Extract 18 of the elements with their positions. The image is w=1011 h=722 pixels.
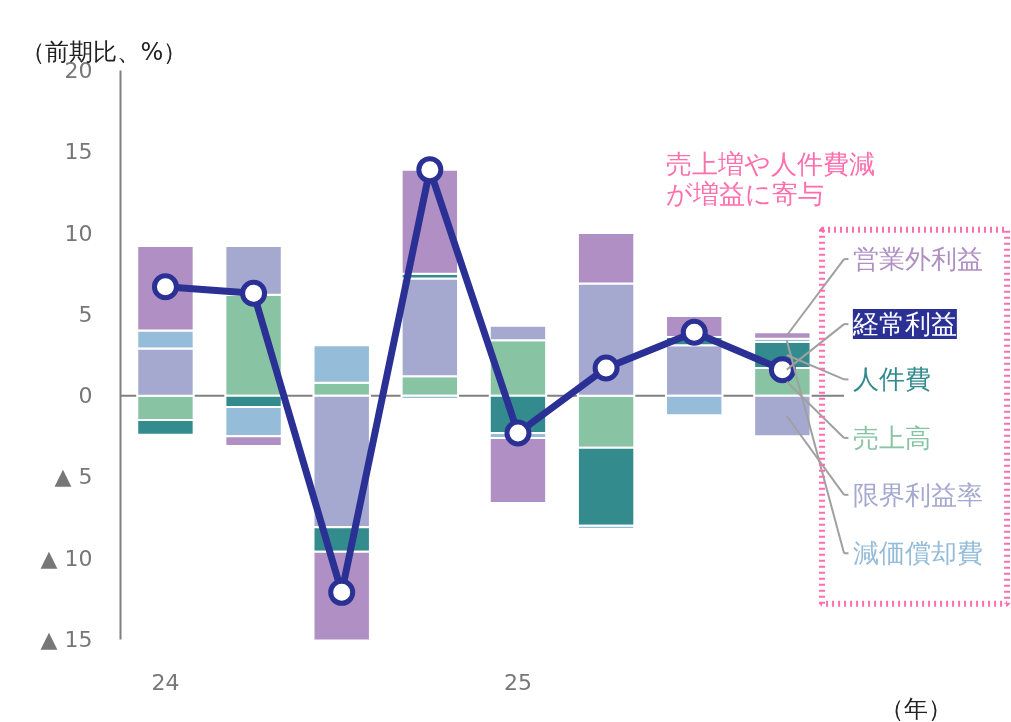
text: 経常利益 bbox=[851, 309, 957, 340]
y-tick-label: 5 bbox=[78, 301, 93, 327]
x-tick-label: 25 bbox=[503, 669, 532, 695]
series-label: 人件費 bbox=[852, 364, 931, 395]
text: 減価償却費 bbox=[852, 538, 983, 569]
x-tick-label: 24 bbox=[151, 669, 180, 695]
annotation: が増益に寄与 bbox=[666, 178, 825, 209]
annotation: 売上増や人件費減 bbox=[666, 148, 876, 179]
y-tick-label: ▲ 5 bbox=[54, 464, 93, 490]
y-tick-label: 0 bbox=[78, 383, 93, 409]
text: 限界利益率 bbox=[852, 479, 983, 510]
y-tick-label: 10 bbox=[64, 220, 93, 246]
text: 営業外利益 bbox=[852, 244, 983, 275]
series-label: 売上高 bbox=[852, 422, 931, 453]
x-axis-title: （年） bbox=[879, 694, 952, 722]
y-tick-label: 15 bbox=[64, 139, 93, 165]
y-tick-label: ▲ 15 bbox=[40, 627, 93, 652]
y-tick-label: ▲ 10 bbox=[40, 545, 93, 571]
